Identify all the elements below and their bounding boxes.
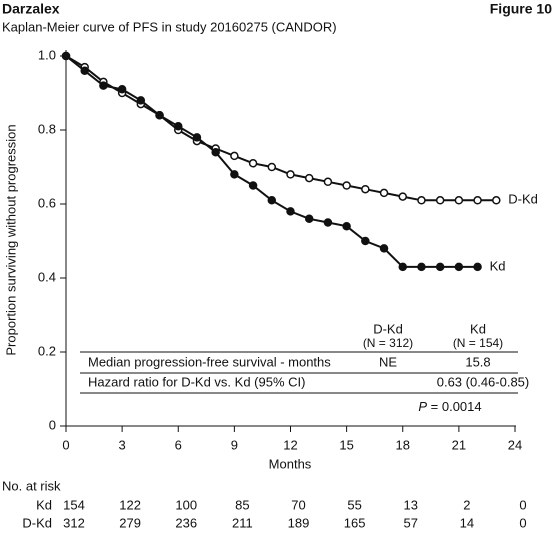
censor-marker bbox=[323, 218, 333, 227]
y-axis-label: Proportion surviving without progression bbox=[3, 124, 18, 355]
risk-count: 165 bbox=[344, 515, 366, 530]
table-row-label: Median progression-free survival - month… bbox=[88, 354, 331, 369]
x-tick-label: 3 bbox=[119, 437, 126, 452]
censor-marker bbox=[117, 85, 127, 94]
censor-marker bbox=[248, 159, 258, 168]
censor-marker bbox=[286, 207, 295, 216]
censor-marker bbox=[323, 177, 333, 187]
censor-marker bbox=[398, 262, 407, 272]
p-symbol: P bbox=[418, 399, 427, 414]
series-label: D-Kd bbox=[508, 192, 538, 207]
censor-marker bbox=[174, 122, 183, 131]
x-tick-label: 12 bbox=[283, 437, 297, 452]
table-column-header: D-Kd bbox=[373, 321, 403, 336]
x-tick-label: 6 bbox=[175, 437, 182, 452]
risk-table-title: No. at risk bbox=[2, 478, 61, 493]
censor-marker bbox=[473, 262, 482, 272]
x-axis-label: Months bbox=[269, 456, 312, 471]
censor-marker bbox=[267, 196, 277, 205]
risk-count: 55 bbox=[347, 497, 361, 512]
risk-count: 122 bbox=[119, 497, 141, 512]
censor-marker bbox=[361, 184, 370, 194]
p-text: = 0.0014 bbox=[431, 399, 482, 414]
table-cell: NE bbox=[379, 354, 397, 369]
km-curve bbox=[65, 55, 497, 202]
censor-marker bbox=[155, 110, 164, 120]
censor-marker bbox=[492, 196, 501, 205]
censor-marker bbox=[286, 170, 295, 179]
censor-marker bbox=[267, 162, 277, 172]
risk-row-label: D-Kd bbox=[22, 515, 52, 530]
censor-marker bbox=[342, 221, 351, 231]
risk-count: 154 bbox=[63, 497, 85, 512]
censor-marker bbox=[230, 170, 239, 179]
censor-marker bbox=[454, 262, 464, 272]
risk-count: 13 bbox=[404, 497, 418, 512]
censor-marker bbox=[248, 181, 258, 190]
risk-count: 14 bbox=[460, 515, 474, 530]
y-tick-label: 0.6 bbox=[38, 195, 56, 210]
censor-marker bbox=[473, 196, 482, 205]
risk-count: 100 bbox=[175, 497, 197, 512]
censor-marker bbox=[454, 196, 464, 205]
table-column-header: (N = 312) bbox=[363, 336, 413, 350]
censor-marker bbox=[379, 244, 389, 253]
censor-marker bbox=[342, 181, 351, 190]
censor-marker bbox=[304, 173, 314, 183]
x-tick-label: 9 bbox=[231, 437, 238, 452]
censor-marker bbox=[61, 51, 71, 61]
table-row-label: Hazard ratio for D-Kd vs. Kd (95% CI) bbox=[88, 374, 305, 389]
y-tick-label: 0.8 bbox=[38, 121, 56, 136]
risk-count: 279 bbox=[119, 515, 141, 530]
y-tick-label: 0.2 bbox=[38, 343, 56, 358]
risk-count: 0 bbox=[519, 497, 526, 512]
censor-marker bbox=[192, 133, 202, 142]
censor-marker bbox=[99, 81, 108, 90]
risk-count: 312 bbox=[63, 515, 85, 530]
table-column-header: (N = 154) bbox=[453, 336, 503, 350]
x-tick-label: 15 bbox=[339, 437, 353, 452]
risk-row-label: Kd bbox=[36, 497, 52, 512]
censor-marker bbox=[435, 196, 445, 205]
table-cell: 15.8 bbox=[465, 354, 490, 369]
chart-title: Kaplan-Meier curve of PFS in study 20160… bbox=[2, 19, 337, 34]
censor-marker bbox=[398, 192, 407, 201]
table-cell: 0.63 (0.46-0.85) bbox=[437, 374, 530, 389]
table-column-header: Kd bbox=[470, 321, 486, 336]
p-value: P = 0.0014 bbox=[418, 399, 481, 414]
censor-marker bbox=[136, 96, 146, 105]
censor-marker bbox=[361, 236, 370, 246]
risk-count: 85 bbox=[235, 497, 249, 512]
x-tick-label: 24 bbox=[508, 437, 522, 452]
risk-count: 2 bbox=[463, 497, 470, 512]
censor-marker bbox=[417, 196, 426, 205]
x-tick-label: 21 bbox=[452, 437, 466, 452]
y-tick-label: 0 bbox=[49, 417, 56, 432]
risk-count: 0 bbox=[519, 515, 526, 530]
censor-marker bbox=[211, 147, 220, 157]
x-tick-label: 0 bbox=[62, 437, 69, 452]
figure-number: Figure 10 bbox=[490, 1, 552, 17]
risk-count: 211 bbox=[232, 515, 253, 530]
censor-marker bbox=[379, 188, 389, 198]
km-curve bbox=[65, 55, 478, 268]
series-label: Kd bbox=[490, 258, 506, 273]
y-tick-label: 1.0 bbox=[38, 47, 56, 62]
y-tick-label: 0.4 bbox=[38, 269, 56, 284]
risk-count: 236 bbox=[175, 515, 197, 530]
censor-marker bbox=[230, 151, 239, 161]
censor-marker bbox=[435, 262, 445, 272]
risk-count: 189 bbox=[288, 515, 310, 530]
risk-count: 70 bbox=[291, 497, 305, 512]
censor-marker bbox=[417, 262, 426, 272]
product-name: Darzalex bbox=[2, 1, 60, 17]
x-tick-label: 18 bbox=[396, 437, 410, 452]
censor-marker bbox=[80, 66, 89, 76]
censor-marker bbox=[304, 214, 314, 224]
risk-count: 57 bbox=[404, 515, 418, 530]
